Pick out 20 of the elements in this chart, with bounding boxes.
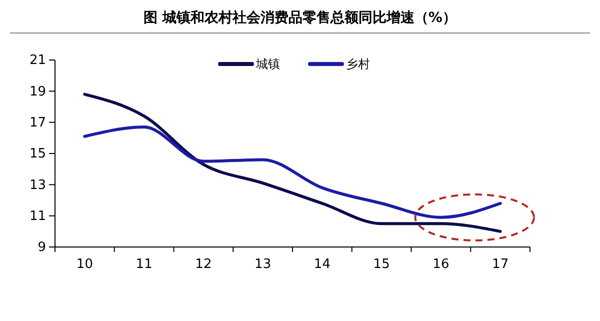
y-tick-label: 15 [29, 146, 46, 162]
x-tick-label: 12 [195, 257, 212, 272]
y-tick-label: 9 [38, 240, 46, 256]
y-tick-label: 17 [29, 115, 46, 130]
line-series [83, 92, 502, 233]
x-tick-label: 11 [136, 257, 152, 272]
y-tick-label: 21 [29, 53, 46, 68]
x-tick-label: 15 [373, 257, 390, 272]
y-tick-label: 11 [29, 208, 46, 224]
legend-label: 城镇 [255, 57, 280, 71]
x-tick-label: 17 [492, 257, 509, 272]
chart-title: 图 城镇和农村社会消费品零售总额同比增速（%） [144, 9, 456, 26]
legend-label: 乡村 [346, 57, 370, 71]
x-tick-label: 10 [76, 257, 93, 272]
y-tick-label: 13 [29, 178, 46, 193]
x-tick-label: 16 [432, 257, 450, 272]
x-tick-label: 13 [254, 257, 272, 272]
line-series [83, 126, 502, 219]
x-tick-label: 14 [314, 257, 330, 272]
y-tick-label: 19 [29, 84, 46, 100]
